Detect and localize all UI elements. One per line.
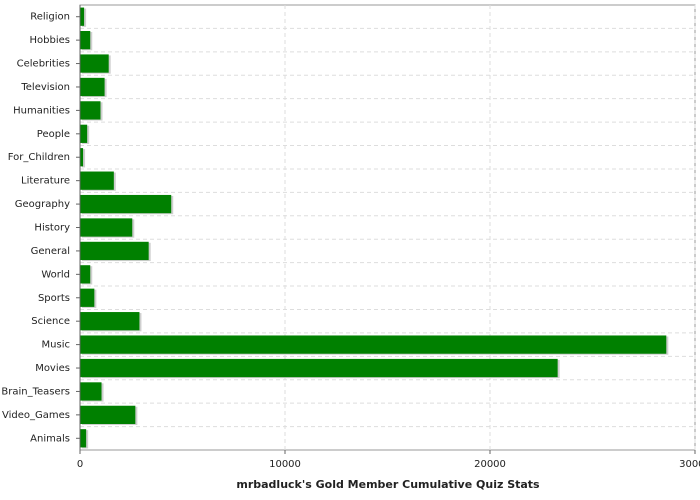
y-tick-label: History xyxy=(34,223,70,234)
x-tick-label: 30000 xyxy=(679,459,700,470)
y-tick-label: Brain_Teasers xyxy=(1,386,70,397)
bar xyxy=(80,171,114,190)
bar xyxy=(80,382,102,401)
y-tick-label: Celebrities xyxy=(17,59,70,70)
y-tick-label: Sports xyxy=(38,293,70,304)
bar xyxy=(80,54,109,73)
y-tick-label: General xyxy=(31,246,70,257)
y-tick-label: Science xyxy=(31,316,70,327)
y-tick-label: Music xyxy=(42,340,70,351)
bar xyxy=(80,7,85,26)
y-tick-label: Animals xyxy=(30,433,70,444)
y-tick-label: People xyxy=(37,129,70,140)
y-tick-label: Movies xyxy=(35,363,70,374)
bar-shadow xyxy=(82,149,86,168)
y-tick-label: Video_Games xyxy=(2,410,70,421)
y-tick-label: World xyxy=(41,269,70,280)
y-tick-label: Religion xyxy=(30,12,70,23)
bar xyxy=(80,429,87,448)
y-tick-label: Television xyxy=(20,82,70,93)
bar xyxy=(80,241,149,261)
bar xyxy=(80,265,91,284)
y-tick-label: Geography xyxy=(15,199,70,210)
bar xyxy=(80,148,84,167)
plot-area xyxy=(79,4,696,451)
y-tick-label: Hobbies xyxy=(30,35,70,46)
x-tick-label: 10000 xyxy=(269,459,301,470)
y-tick-label: Humanities xyxy=(13,105,70,116)
bar xyxy=(80,101,101,120)
bar xyxy=(80,312,140,331)
bar xyxy=(80,194,172,214)
y-tick-label: Literature xyxy=(21,176,70,187)
bar xyxy=(80,77,105,97)
bar xyxy=(80,124,88,143)
bar xyxy=(80,335,667,354)
bar xyxy=(80,30,91,50)
bar xyxy=(80,405,136,425)
x-axis-label: mrbadluck's Gold Member Cumulative Quiz … xyxy=(236,478,540,491)
x-tick-label: 20000 xyxy=(474,459,506,470)
y-tick-label: For_Children xyxy=(8,152,70,163)
x-tick-label: 0 xyxy=(77,459,83,470)
bar xyxy=(80,358,558,378)
bar xyxy=(80,288,95,307)
bar xyxy=(80,218,133,237)
